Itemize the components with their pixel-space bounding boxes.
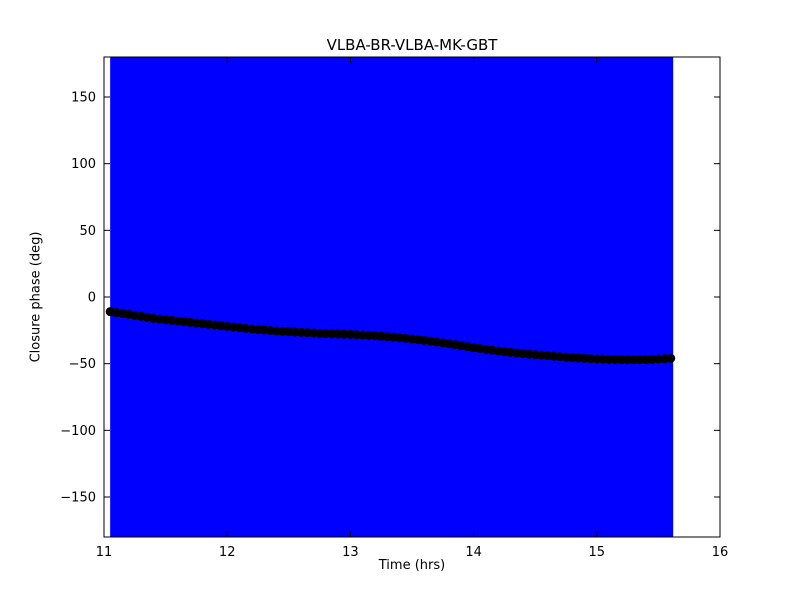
data-marker [666,353,676,363]
chart-title: VLBA-BR-VLBA-MK-GBT [326,36,498,54]
y-tick-label: −100 [60,424,96,439]
data-marker [629,355,639,365]
x-tick-label: 15 [589,545,606,560]
error-region [110,57,674,537]
y-tick-label: 150 [71,91,96,106]
y-tick-label: 100 [71,157,96,172]
y-tick-label: 0 [88,291,96,306]
y-tick-label: 50 [79,224,96,239]
data-marker [616,355,626,365]
x-tick-label: 11 [96,545,113,560]
x-tick-label: 14 [465,545,482,560]
y-tick-label: −150 [60,491,96,506]
y-tick-label: −50 [69,357,96,372]
x-tick-label: 16 [712,545,729,560]
x-axis-label: Time (hrs) [378,558,446,573]
x-tick-label: 13 [342,545,359,560]
data-marker [635,355,645,365]
data-marker [623,355,633,365]
x-tick-label: 12 [219,545,236,560]
